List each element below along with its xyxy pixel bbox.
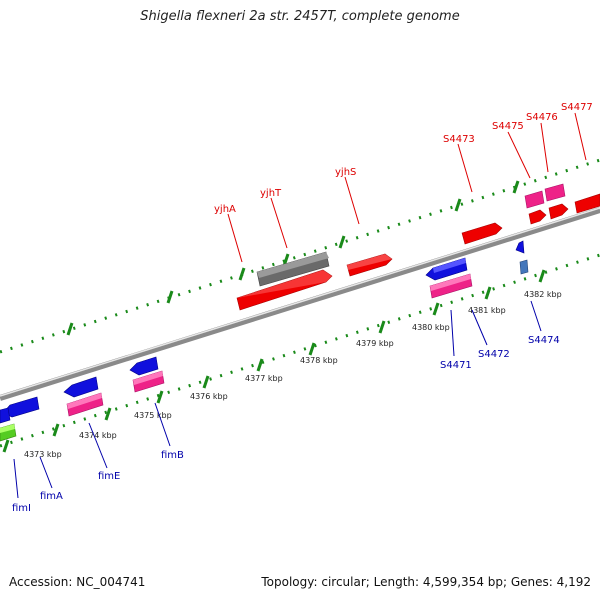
tick-label: 4374 kbp [79,431,117,440]
gene-S4477[interactable] [574,193,600,214]
gene-S4476[interactable] [544,183,566,202]
gene-label-S4475: S4475 [492,121,524,132]
major-ticks [2,180,546,453]
reverse-genes [0,240,529,442]
gene-label-fimA: fimA [40,491,63,502]
gene-small-red-2[interactable] [548,203,569,220]
gene-small-red[interactable] [528,209,547,225]
gene-label-S4474: S4474 [528,335,560,346]
forward-track [0,158,600,354]
gene-label-S4473: S4473 [443,134,475,145]
gene-label-yjhA: yjhA [214,204,236,215]
topology-summary: Topology: circular; Length: 4,599,354 bp… [261,575,591,589]
gene-S4475[interactable] [524,190,545,209]
gene-label-yjhT: yjhT [260,188,282,199]
tick-label: 4380 kbp [412,323,450,332]
gene-label-S4477: S4477 [561,102,593,113]
gene-label-S4471: S4471 [440,360,472,371]
tick-label: 4379 kbp [356,339,394,348]
gene-S4474-arrow[interactable] [515,240,525,254]
gene-label-S4476: S4476 [526,112,558,123]
tick-label: 4376 kbp [190,392,228,401]
gene-S4473[interactable] [461,222,503,245]
accession-text: Accession: NC_004741 [9,575,146,589]
gene-label-fimB: fimB [161,450,184,461]
gene-fimA[interactable] [63,376,99,398]
gene-label-S4472: S4472 [478,349,510,360]
tick-label: 4381 kbp [468,306,506,315]
gene-fimB-blue[interactable] [129,356,159,376]
forward-genes [236,183,600,311]
gene-label-fimI: fimI [12,503,31,514]
gene-label-fimE: fimE [98,471,120,482]
tick-label: 4382 kbp [524,290,562,299]
map-title: Shigella flexneri 2a str. 2457T, complet… [140,9,460,24]
gene-S4474[interactable] [519,259,529,275]
tick-label: 4377 kbp [245,374,283,383]
tick-label: 4373 kbp [24,450,62,459]
tick-label: 4378 kbp [300,356,338,365]
gene-label-yjhS: yjhS [335,167,356,178]
backbone [0,207,600,401]
tick-label: 4375 kbp [134,411,172,420]
